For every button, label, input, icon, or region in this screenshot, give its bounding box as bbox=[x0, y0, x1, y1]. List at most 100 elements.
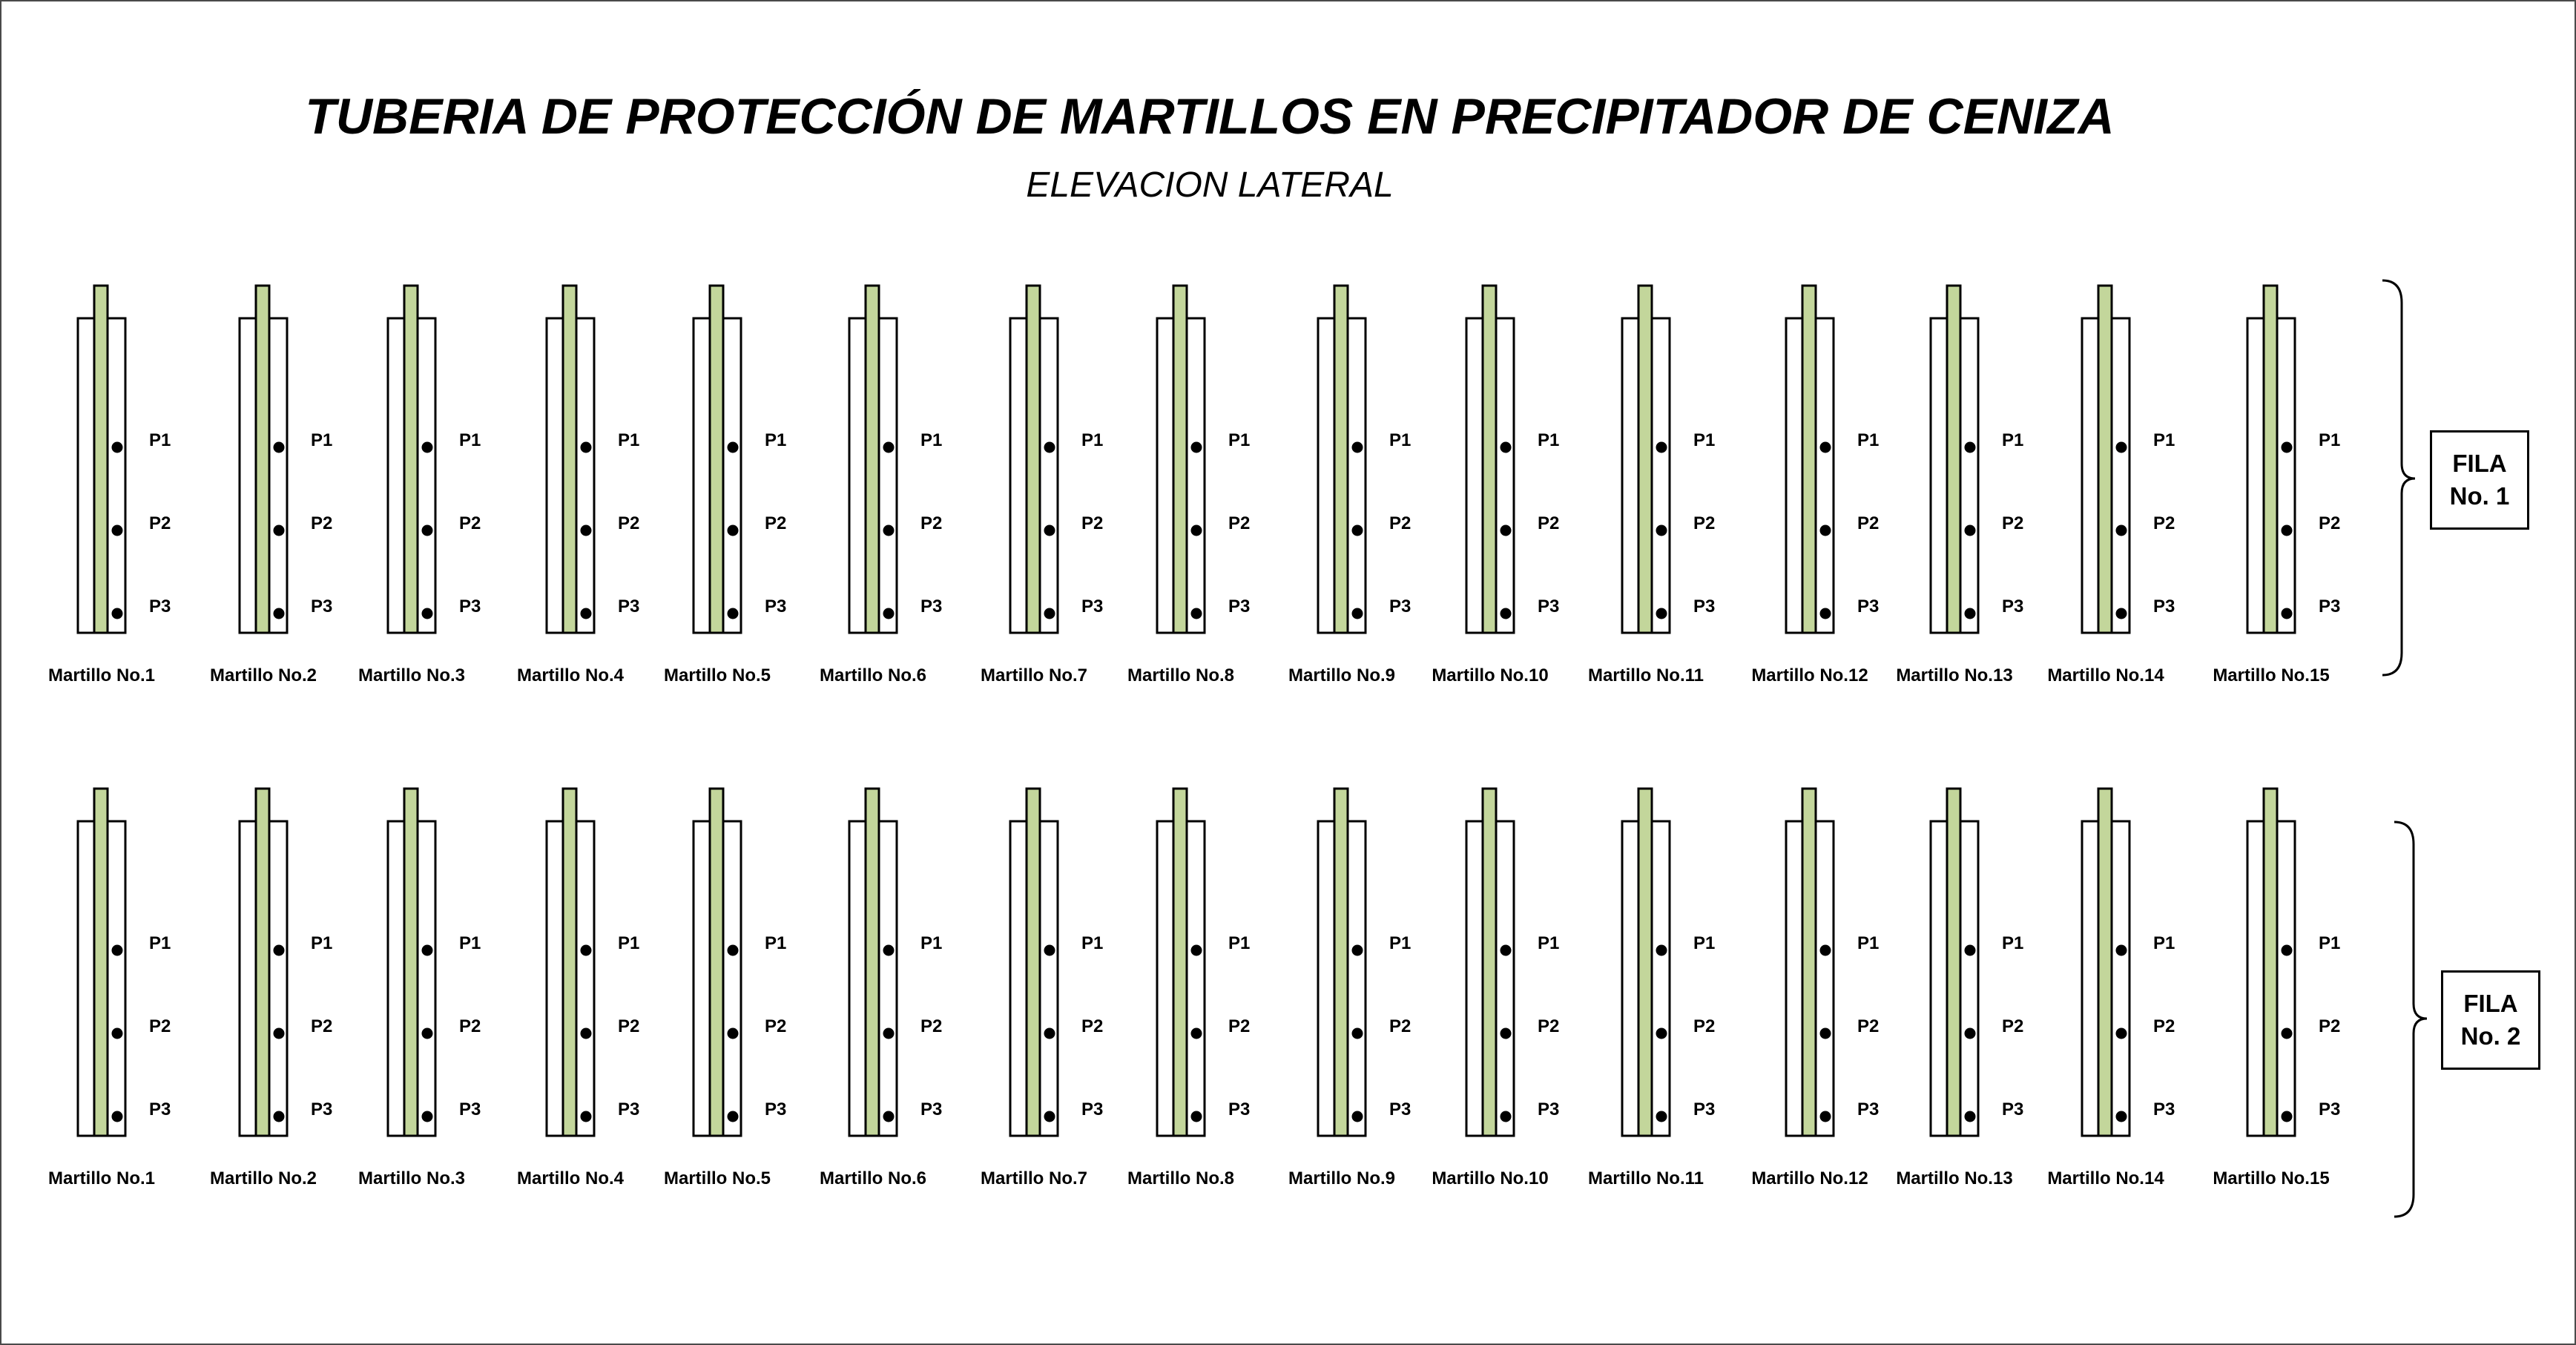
point-dot-p2 bbox=[580, 1027, 592, 1039]
point-label-p1: P1 bbox=[920, 933, 942, 953]
point-dot-p1 bbox=[1351, 944, 1363, 956]
point-label-p1: P1 bbox=[1081, 430, 1103, 450]
point-dot-p2 bbox=[1656, 524, 1667, 536]
hammer-label: Martillo No.11 bbox=[1588, 665, 1704, 685]
hammer-label: Martillo No.13 bbox=[1896, 665, 2012, 685]
point-label-p3: P3 bbox=[1228, 596, 1250, 616]
point-dot-p2 bbox=[273, 524, 285, 536]
hammer-label: Martillo No.7 bbox=[981, 665, 1087, 685]
hammer-unit: P1 P2 P3 Martillo No.13 bbox=[1896, 787, 2023, 1188]
point-label-p3: P3 bbox=[2002, 1099, 2023, 1119]
drawing-title: TUBERIA DE PROTECCIÓN DE MARTILLOS EN PR… bbox=[305, 88, 2115, 145]
point-dot-p1 bbox=[1190, 944, 1202, 956]
point-label-p3: P3 bbox=[1693, 596, 1715, 616]
point-dot-p3 bbox=[1964, 608, 1976, 619]
point-label-p2: P2 bbox=[311, 1016, 332, 1036]
hammer-rod bbox=[2097, 787, 2113, 1137]
point-dot-p2 bbox=[2281, 524, 2293, 536]
hammer-rod bbox=[93, 284, 109, 634]
hammer-label: Martillo No.8 bbox=[1127, 1168, 1234, 1188]
hammer-unit: P1 P2 P3 Martillo No.5 bbox=[664, 787, 786, 1188]
point-dot-p1 bbox=[1819, 441, 1831, 453]
hammer-unit: P1 P2 P3 Martillo No.11 bbox=[1588, 284, 1715, 685]
hammer-rod bbox=[1481, 284, 1498, 634]
point-dot-p1 bbox=[273, 441, 285, 453]
point-dot-p1 bbox=[1351, 441, 1363, 453]
hammer-unit: P1 P2 P3 Martillo No.1 bbox=[48, 284, 171, 685]
point-dot-p3 bbox=[273, 1111, 285, 1122]
point-dot-p3 bbox=[421, 608, 433, 619]
point-dot-p3 bbox=[2115, 608, 2127, 619]
hammer-label: Martillo No.15 bbox=[2213, 1168, 2329, 1188]
point-label-p2: P2 bbox=[765, 1016, 786, 1036]
point-dot-p3 bbox=[883, 608, 895, 619]
point-dot-p1 bbox=[421, 441, 433, 453]
point-dot-p2 bbox=[1964, 1027, 1976, 1039]
row-label-fila-1: FILA No. 1 bbox=[2430, 430, 2529, 530]
point-label-p1: P1 bbox=[2319, 430, 2340, 450]
hammer-unit: P1 P2 P3 Martillo No.2 bbox=[210, 787, 332, 1188]
point-label-p1: P1 bbox=[1389, 933, 1411, 953]
point-label-p2: P2 bbox=[1857, 1016, 1879, 1036]
point-dot-p2 bbox=[727, 524, 739, 536]
point-label-p3: P3 bbox=[311, 596, 332, 616]
point-label-p3: P3 bbox=[765, 596, 786, 616]
point-label-p2: P2 bbox=[1538, 513, 1559, 533]
point-dot-p3 bbox=[1044, 1111, 1055, 1122]
point-dot-p2 bbox=[111, 1027, 123, 1039]
point-dot-p3 bbox=[1190, 608, 1202, 619]
point-dot-p3 bbox=[421, 1111, 433, 1122]
row-label-fila-2: FILA No. 2 bbox=[2441, 970, 2540, 1070]
row-brace-2 bbox=[2394, 821, 2428, 1218]
hammer-label: Martillo No.1 bbox=[48, 665, 155, 685]
point-label-p2: P2 bbox=[1228, 1016, 1250, 1036]
point-label-p2: P2 bbox=[2319, 513, 2340, 533]
hammer-unit: P1 P2 P3 Martillo No.1 bbox=[48, 787, 171, 1188]
point-dot-p1 bbox=[1964, 944, 1976, 956]
hammer-label: Martillo No.10 bbox=[1432, 665, 1548, 685]
point-label-p3: P3 bbox=[2319, 1099, 2340, 1119]
hammer-label: Martillo No.6 bbox=[820, 1168, 926, 1188]
point-dot-p2 bbox=[1656, 1027, 1667, 1039]
point-label-p1: P1 bbox=[2153, 933, 2175, 953]
point-label-p2: P2 bbox=[920, 513, 942, 533]
hammer-unit: P1 P2 P3 Martillo No.8 bbox=[1127, 284, 1250, 685]
point-label-p1: P1 bbox=[1538, 933, 1559, 953]
hammer-rod bbox=[254, 284, 271, 634]
point-label-p3: P3 bbox=[311, 1099, 332, 1119]
point-label-p1: P1 bbox=[1857, 430, 1879, 450]
hammer-label: Martillo No.1 bbox=[48, 1168, 155, 1188]
point-dot-p1 bbox=[1500, 944, 1512, 956]
point-dot-p3 bbox=[1819, 1111, 1831, 1122]
point-label-p3: P3 bbox=[149, 1099, 171, 1119]
hammer-rod bbox=[1172, 787, 1188, 1137]
point-label-p1: P1 bbox=[459, 933, 481, 953]
hammer-rod bbox=[2097, 284, 2113, 634]
point-label-p3: P3 bbox=[1081, 596, 1103, 616]
hammer-unit: P1 P2 P3 Martillo No.14 bbox=[2047, 284, 2175, 685]
point-dot-p1 bbox=[273, 944, 285, 956]
hammer-rod bbox=[561, 284, 578, 634]
point-dot-p3 bbox=[1819, 608, 1831, 619]
point-dot-p1 bbox=[1964, 441, 1976, 453]
point-label-p1: P1 bbox=[1857, 933, 1879, 953]
point-label-p2: P2 bbox=[1389, 513, 1411, 533]
hammer-unit: P1 P2 P3 Martillo No.5 bbox=[664, 284, 786, 685]
row-label-line1: FILA bbox=[2452, 450, 2507, 477]
point-label-p2: P2 bbox=[2002, 1016, 2023, 1036]
point-dot-p2 bbox=[1044, 1027, 1055, 1039]
hammer-rod bbox=[1801, 787, 1817, 1137]
hammer-unit: P1 P2 P3 Martillo No.3 bbox=[358, 787, 481, 1188]
point-dot-p2 bbox=[1351, 1027, 1363, 1039]
point-label-p1: P1 bbox=[149, 430, 171, 450]
hammer-rod bbox=[708, 284, 725, 634]
point-dot-p2 bbox=[883, 1027, 895, 1039]
point-dot-p2 bbox=[2115, 524, 2127, 536]
point-label-p2: P2 bbox=[1857, 513, 1879, 533]
point-label-p2: P2 bbox=[1389, 1016, 1411, 1036]
hammer-rod bbox=[1946, 284, 1962, 634]
point-label-p3: P3 bbox=[2153, 1099, 2175, 1119]
point-dot-p3 bbox=[1190, 1111, 1202, 1122]
point-dot-p1 bbox=[1190, 441, 1202, 453]
